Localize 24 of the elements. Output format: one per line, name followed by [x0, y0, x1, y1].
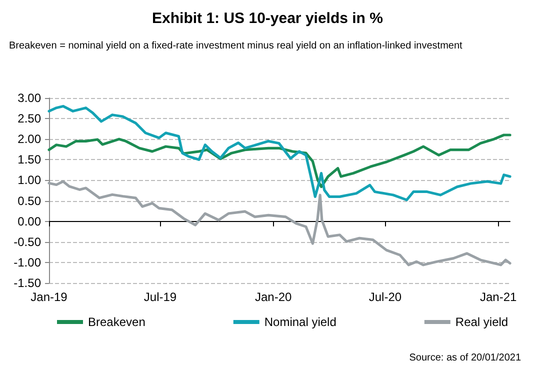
- legend-label: Breakeven: [88, 315, 146, 329]
- x-tick-label: Jul-19: [144, 290, 177, 304]
- x-tick-label: Jan-20: [255, 290, 292, 304]
- y-tick-label: 1.50: [18, 152, 42, 167]
- line-series: [48, 134, 512, 188]
- y-tick-label: 2.00: [18, 132, 42, 146]
- line-series: [48, 104, 512, 202]
- legend-label: Real yield: [455, 315, 508, 329]
- y-tick-label: 1.00: [18, 173, 42, 188]
- chart-title: Exhibit 1: US 10-year yields in %: [152, 10, 383, 27]
- y-tick-label: 2.50: [18, 112, 42, 126]
- y-tick-label: -1.00: [14, 255, 42, 270]
- x-tick-label: Jan-21: [480, 290, 517, 304]
- y-tick-label: -1.50: [14, 276, 42, 290]
- chart-subtitle: Breakeven = nominal yield on a fixed-rate investment minus real yield on an inflation-linked investment: [9, 40, 463, 52]
- x-tick-label: Jan-19: [30, 290, 68, 304]
- y-tick-label: 0.50: [18, 194, 42, 208]
- source-note: Source: as of 20/01/2021: [409, 352, 522, 364]
- x-tick-label: Jul-20: [368, 290, 402, 304]
- y-tick-label: -0.50: [14, 234, 42, 249]
- line-series: [48, 180, 512, 266]
- y-tick-label: 3.00: [18, 91, 42, 105]
- y-tick-label: 0.00: [18, 214, 42, 228]
- legend-label: Nominal yield: [264, 315, 336, 329]
